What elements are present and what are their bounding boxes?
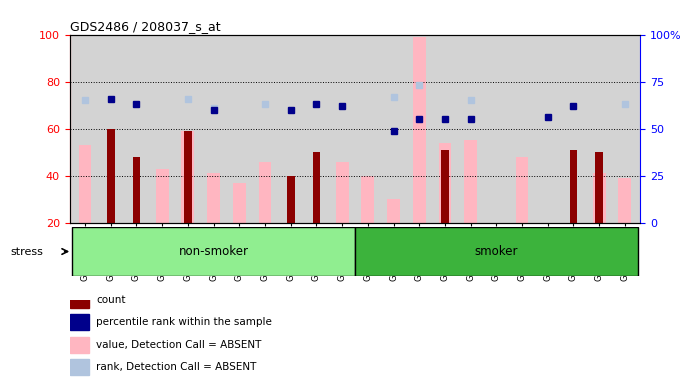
Bar bbox=[335, 162, 349, 223]
Bar bbox=[413, 37, 426, 223]
Text: non-smoker: non-smoker bbox=[179, 245, 248, 258]
Bar bbox=[441, 150, 449, 223]
Bar bbox=[313, 152, 320, 223]
Text: smoker: smoker bbox=[475, 245, 518, 258]
Text: value, Detection Call = ABSENT: value, Detection Call = ABSENT bbox=[96, 340, 262, 350]
Bar bbox=[70, 337, 89, 353]
Bar bbox=[156, 169, 168, 223]
Bar bbox=[72, 227, 355, 276]
Bar bbox=[233, 183, 246, 223]
Bar bbox=[387, 199, 400, 223]
Text: count: count bbox=[96, 295, 126, 305]
Bar bbox=[79, 145, 91, 223]
Bar bbox=[107, 129, 115, 223]
Bar bbox=[516, 157, 528, 223]
Bar bbox=[361, 176, 374, 223]
Bar bbox=[184, 131, 191, 223]
Bar bbox=[569, 150, 578, 223]
Bar bbox=[287, 176, 294, 223]
Bar bbox=[258, 162, 271, 223]
Text: percentile rank within the sample: percentile rank within the sample bbox=[96, 317, 272, 327]
Text: GDS2486 / 208037_s_at: GDS2486 / 208037_s_at bbox=[70, 20, 220, 33]
Bar bbox=[70, 314, 89, 330]
Bar bbox=[438, 143, 452, 223]
Bar bbox=[70, 359, 89, 375]
Bar bbox=[355, 227, 638, 276]
Bar bbox=[182, 131, 194, 223]
Bar bbox=[132, 157, 141, 223]
Bar bbox=[595, 152, 603, 223]
Bar bbox=[70, 291, 89, 308]
Bar bbox=[464, 141, 477, 223]
Bar bbox=[619, 178, 631, 223]
Text: rank, Detection Call = ABSENT: rank, Detection Call = ABSENT bbox=[96, 362, 257, 372]
Text: stress: stress bbox=[10, 247, 43, 257]
Bar bbox=[593, 173, 606, 223]
Bar bbox=[207, 173, 220, 223]
